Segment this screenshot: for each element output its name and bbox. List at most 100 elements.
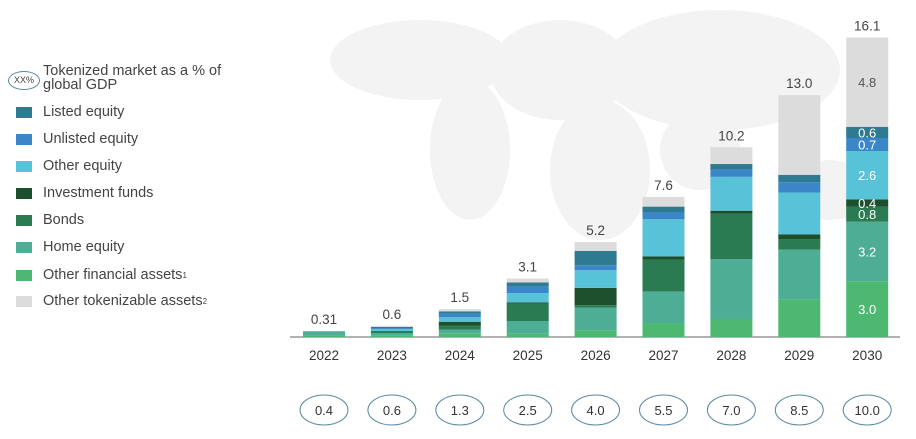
bar-segment-2024-0 bbox=[438, 333, 481, 337]
bar-segment-2025-0 bbox=[506, 333, 549, 337]
bar-segment-2030-5 bbox=[846, 137, 889, 151]
legend-label: Listed equity bbox=[43, 104, 125, 120]
bar-segment-2028-6 bbox=[710, 164, 753, 170]
segment-label: 0.7 bbox=[858, 137, 876, 152]
bar-segment-2027-5 bbox=[642, 212, 685, 220]
bar-segment-2028-0 bbox=[710, 319, 753, 337]
gdp-share-badge-2023 bbox=[367, 394, 417, 426]
x-tick-label-2029: 2029 bbox=[784, 348, 814, 363]
legend-label: Other financial assets bbox=[43, 267, 183, 283]
legend-swatch bbox=[16, 160, 32, 172]
bar-segment-2026-6 bbox=[574, 250, 617, 266]
legend-swatch bbox=[16, 106, 32, 118]
segment-label: 0.8 bbox=[858, 207, 876, 222]
bar-segment-2027-0 bbox=[642, 323, 685, 337]
bar-segment-2028-1 bbox=[710, 259, 753, 320]
bar-segment-2026-1 bbox=[574, 307, 617, 331]
total-label-2028: 10.2 bbox=[718, 128, 744, 143]
bar-segment-2030-3 bbox=[846, 199, 889, 207]
legend-item-unlisted-equity: Unlisted equity bbox=[16, 131, 138, 147]
segment-label: 0.6 bbox=[858, 125, 876, 140]
bar-segment-2023-2 bbox=[370, 331, 413, 334]
legend-swatch bbox=[16, 187, 32, 199]
bar-segment-2030-7 bbox=[846, 37, 889, 127]
bar-segment-2029-0 bbox=[778, 299, 821, 337]
gdp-share-label-2025: 2.5 bbox=[519, 403, 537, 418]
bar-segment-2028-4 bbox=[710, 176, 753, 211]
segment-label: 4.8 bbox=[858, 75, 876, 90]
x-tick-label-2030: 2030 bbox=[852, 348, 882, 363]
bar-segment-2030-6 bbox=[846, 126, 889, 138]
legend-swatch bbox=[16, 133, 32, 145]
legend-swatch bbox=[16, 241, 32, 253]
bar-segment-2026-0 bbox=[574, 330, 617, 337]
bar-segment-2027-7 bbox=[642, 196, 685, 207]
bar-segment-2025-7 bbox=[506, 278, 549, 283]
total-label-2025: 3.1 bbox=[518, 260, 537, 275]
bar-segment-2023-3 bbox=[370, 331, 413, 332]
bar-segment-2026-2 bbox=[574, 305, 617, 308]
bar-segment-2029-3 bbox=[778, 234, 821, 240]
bar-segment-2028-2 bbox=[710, 213, 753, 260]
bar-segment-2026-3 bbox=[574, 287, 617, 306]
bar-segment-2028-5 bbox=[710, 169, 753, 177]
gdp-share-label-2026: 4.0 bbox=[587, 403, 605, 418]
legend-label: Home equity bbox=[43, 239, 125, 255]
gdp-share-badge-2024 bbox=[435, 394, 485, 426]
total-label-2023: 0.6 bbox=[383, 307, 402, 322]
legend-swatch bbox=[16, 295, 32, 307]
bar-segment-2023-7 bbox=[370, 325, 413, 327]
x-tick-label-2027: 2027 bbox=[648, 348, 678, 363]
legend-item-listed-equity: Listed equity bbox=[16, 104, 124, 120]
footnote-marker: 2 bbox=[202, 296, 208, 306]
legend-item-investment-funds: Investment funds bbox=[16, 185, 153, 201]
total-label-2030: 16.1 bbox=[854, 19, 880, 34]
bar-segment-2029-5 bbox=[778, 182, 821, 193]
bar-segment-2025-3 bbox=[506, 302, 549, 304]
legend-item-other-tokenizable-assets: Other tokenizable assets 2 bbox=[16, 293, 207, 309]
bar-segment-2027-3 bbox=[642, 256, 685, 260]
legend-item-other-financial-assets: Other financial assets 1 bbox=[16, 267, 187, 283]
bar-segment-2023-4 bbox=[370, 329, 413, 332]
total-label-2027: 7.6 bbox=[654, 178, 673, 193]
gdp-legend-label: Tokenized market as a % of global GDP bbox=[43, 63, 222, 93]
bar-segment-2023-1 bbox=[370, 333, 413, 336]
bar-segment-2030-1 bbox=[846, 221, 889, 282]
bar-segment-2029-4 bbox=[778, 192, 821, 235]
legend-swatch bbox=[16, 214, 32, 226]
total-label-2026: 5.2 bbox=[586, 223, 605, 238]
legend-label: Investment funds bbox=[43, 185, 154, 201]
bar-segment-2022-1 bbox=[303, 331, 345, 336]
bar-segment-2027-1 bbox=[642, 291, 685, 324]
segment-label: 0.4 bbox=[858, 196, 876, 211]
gdp-share-label-2029: 8.5 bbox=[790, 403, 808, 418]
bar-segment-2023-0 bbox=[370, 335, 413, 337]
bar-segment-2029-1 bbox=[778, 249, 821, 300]
legend-item-home-equity: Home equity bbox=[16, 239, 124, 255]
bar-segment-2025-6 bbox=[506, 282, 549, 287]
x-tick-label-2025: 2025 bbox=[513, 348, 543, 363]
segment-label: 3.2 bbox=[858, 244, 876, 259]
gdp-badge-icon: XX% bbox=[8, 71, 40, 90]
bar-segment-2024-2 bbox=[438, 325, 481, 330]
bar-segment-2026-4 bbox=[574, 270, 617, 288]
segment-label: 2.6 bbox=[858, 168, 876, 183]
bar-segment-2028-3 bbox=[710, 210, 753, 214]
x-tick-label-2026: 2026 bbox=[581, 348, 611, 363]
gdp-share-label-2028: 7.0 bbox=[722, 403, 740, 418]
total-label-2024: 1.5 bbox=[450, 290, 469, 305]
bar-segment-2023-6 bbox=[370, 326, 413, 329]
gdp-share-badge-2027 bbox=[639, 394, 688, 426]
bar-segment-2023-5 bbox=[370, 328, 413, 330]
x-tick-label-2022: 2022 bbox=[309, 348, 339, 363]
bar-segment-2029-6 bbox=[778, 174, 821, 183]
x-tick-label-2024: 2024 bbox=[445, 348, 476, 363]
bar-segment-2022-0 bbox=[303, 335, 345, 337]
bar-segment-2025-5 bbox=[506, 286, 549, 294]
gdp-share-badge-2025 bbox=[503, 394, 553, 426]
bar-segment-2027-6 bbox=[642, 206, 685, 213]
legend: XX% Tokenized market as a % of global GD… bbox=[0, 0, 280, 320]
bar-segment-2029-7 bbox=[778, 95, 821, 175]
legend-swatch bbox=[16, 269, 32, 281]
